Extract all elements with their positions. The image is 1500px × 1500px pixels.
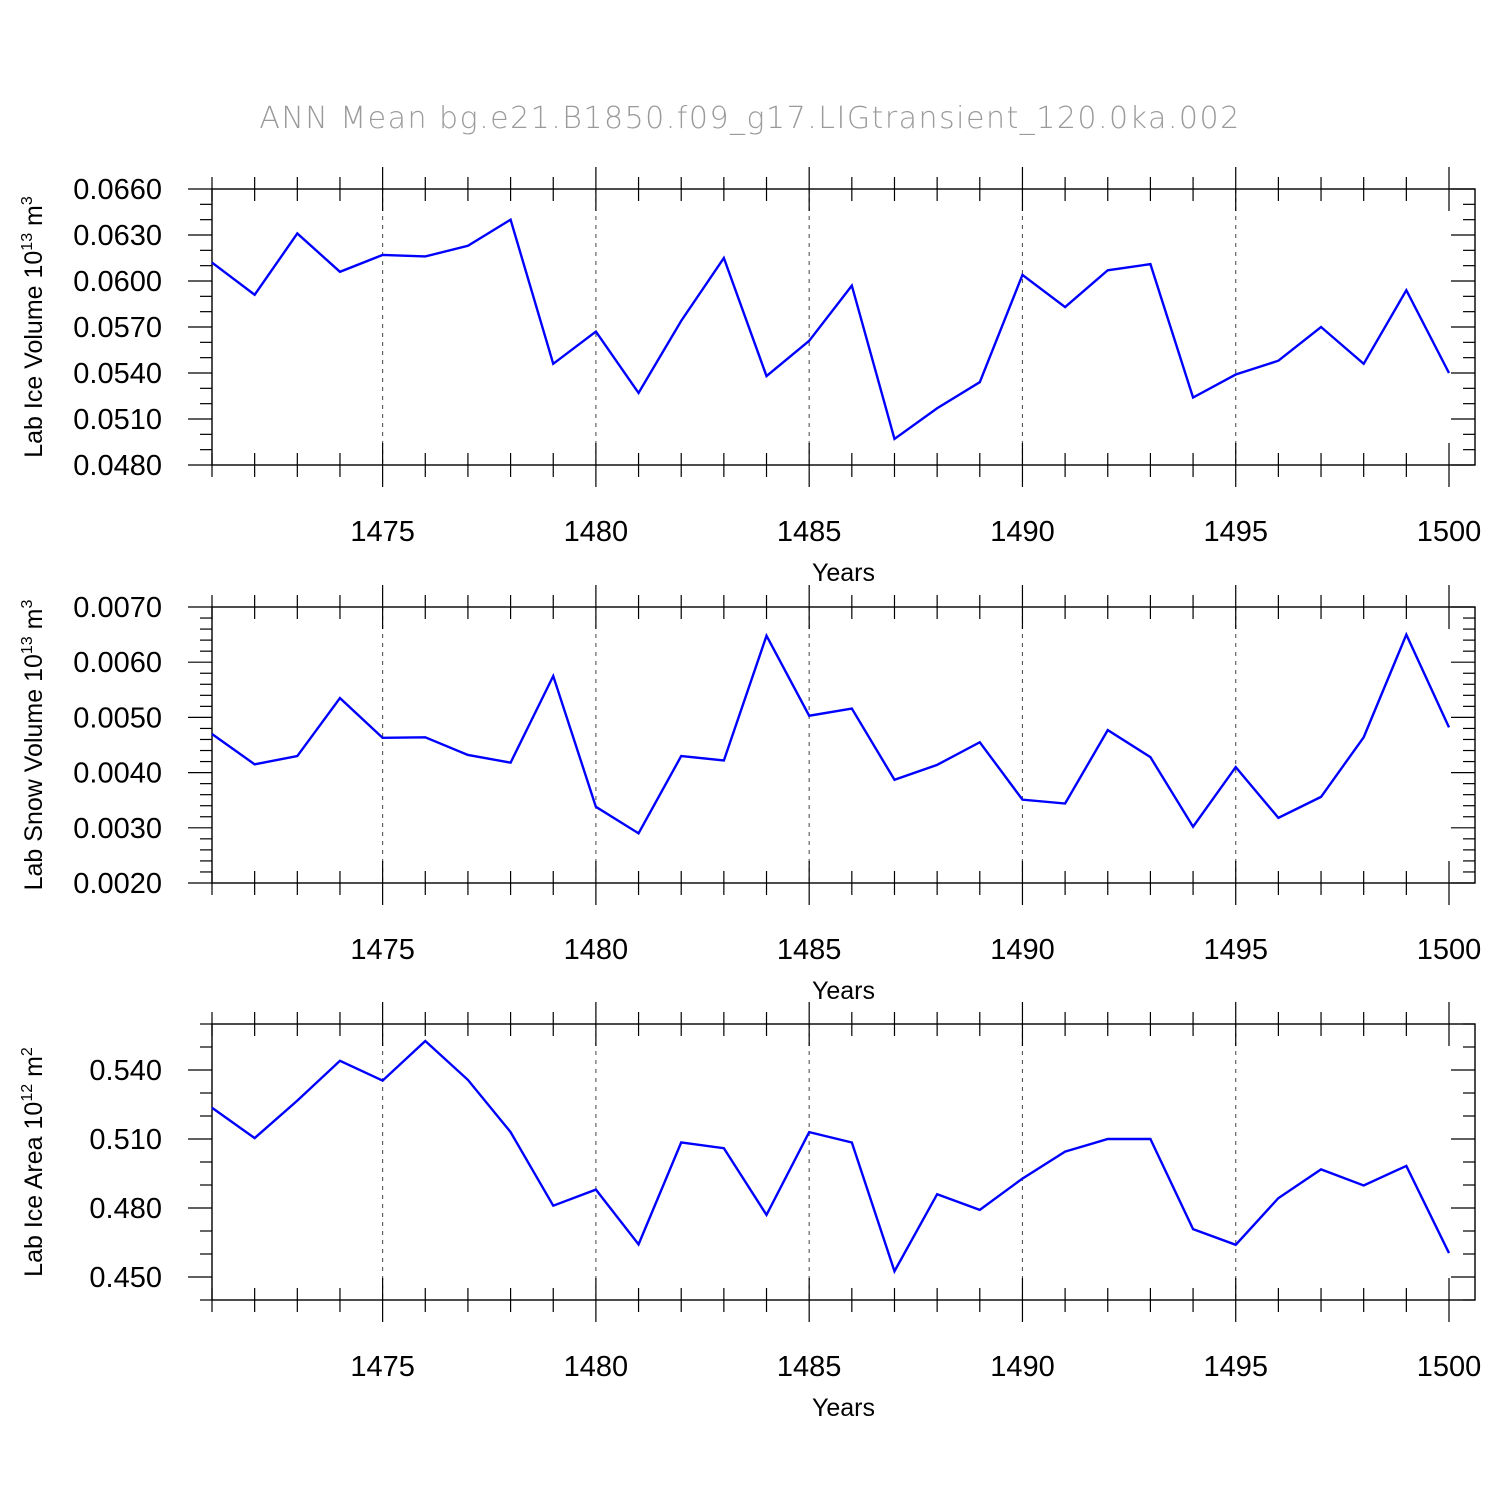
x-tick-label: 1500 (1417, 516, 1482, 548)
y-tick-label: 0.0570 (73, 312, 162, 344)
x-tick-label: 1500 (1417, 1351, 1482, 1383)
x-tick-label: 1490 (990, 1351, 1055, 1383)
x-tick-label: 1495 (1203, 516, 1268, 548)
y-tick-label: 0.0630 (73, 220, 162, 252)
y-tick-label: 0.0030 (73, 813, 162, 845)
y-axis-label-unit: m (20, 205, 48, 233)
x-tick-label: 1485 (777, 1351, 842, 1383)
y-tick-label: 0.480 (89, 1193, 162, 1225)
x-tick-label: 1480 (564, 934, 629, 966)
y-axis-label-unit-exponent: 3 (19, 196, 36, 205)
x-tick-label: 1495 (1203, 1351, 1268, 1383)
y-tick-label: 0.0070 (73, 592, 162, 624)
y-tick-label: 0.0040 (73, 758, 162, 790)
panel-2: 0.0020 0.0030 0.0040 0.0050 0.0060 0.0070 1475… (19, 585, 1481, 1005)
y-axis-label-main: Lab Ice Area 10 (20, 1102, 48, 1277)
series-line (211, 631, 1451, 836)
y-axis-label: Lab Ice Volume 1013 m3 (19, 196, 48, 458)
y-axis-label-unit: m (20, 1056, 48, 1084)
x-tick-label: 1485 (777, 934, 842, 966)
y-tick-label: 0.0480 (73, 450, 162, 482)
plot-frame (211, 606, 1476, 884)
y-axis-label-exponent: 12 (19, 1084, 36, 1102)
x-tick-label: 1490 (990, 516, 1055, 548)
series-line (211, 1039, 1451, 1275)
x-tick-label: 1475 (350, 1351, 415, 1383)
x-tick-label: 1475 (350, 934, 415, 966)
y-tick-label: 0.0050 (73, 702, 162, 734)
y-tick-label: 0.0660 (73, 174, 162, 206)
y-axis-label: Lab Ice Area 1012 m2 (19, 1047, 48, 1277)
y-axis-label-main: Lab Ice Volume 10 (20, 251, 48, 458)
y-axis-label-exponent: 13 (19, 233, 36, 251)
y-axis-label-unit-exponent: 2 (19, 1047, 36, 1056)
x-tick-label: 1495 (1203, 934, 1268, 966)
panel-3: 0.450 0.480 0.510 0.540 1475 1480 1485 1490 1495… (19, 1002, 1481, 1422)
y-tick-label: 0.0600 (73, 266, 162, 298)
y-tick-label: 0.0060 (73, 647, 162, 679)
figure-title: ANN Mean bg.e21.B1850.f09_g17.LIGtransie… (259, 101, 1240, 136)
y-axis-label-unit: m (20, 609, 48, 637)
x-axis-label: Years (812, 559, 875, 587)
series-line (211, 217, 1451, 441)
plot-frame (211, 1023, 1476, 1301)
x-axis-label: Years (812, 1394, 875, 1422)
x-tick-label: 1480 (564, 516, 629, 548)
x-axis-label: Years (812, 977, 875, 1005)
y-tick-label: 0.510 (89, 1124, 162, 1156)
y-tick-label: 0.450 (89, 1262, 162, 1294)
y-tick-label: 0.0540 (73, 358, 162, 390)
y-axis-label-main: Lab Snow Volume 10 (20, 654, 48, 890)
x-tick-label: 1480 (564, 1351, 629, 1383)
x-tick-label: 1500 (1417, 934, 1482, 966)
y-axis-label: Lab Snow Volume 1013 m3 (19, 600, 48, 891)
y-axis-label-unit-exponent: 3 (19, 600, 36, 609)
x-tick-label: 1490 (990, 934, 1055, 966)
y-axis-label-exponent: 13 (19, 636, 36, 654)
plot-frame (211, 188, 1476, 466)
x-tick-label: 1485 (777, 516, 842, 548)
y-tick-label: 0.540 (89, 1055, 162, 1087)
x-tick-label: 1475 (350, 516, 415, 548)
panel-1: 0.0480 0.0510 0.0540 0.0570 0.0600 0.0630 0.06… (19, 167, 1481, 587)
y-tick-label: 0.0510 (73, 404, 162, 436)
y-tick-label: 0.0020 (73, 868, 162, 900)
